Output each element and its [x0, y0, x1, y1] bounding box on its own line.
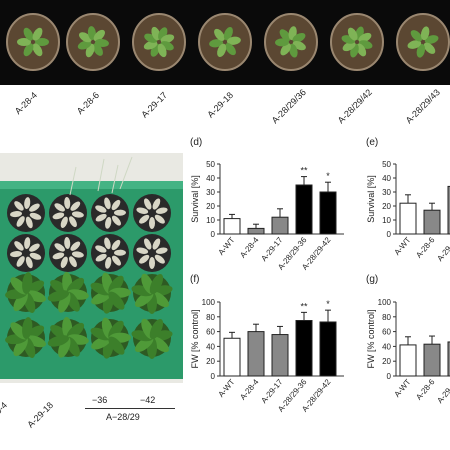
panel-letter-d: (d): [190, 137, 203, 148]
y-tick-label: 0: [211, 372, 216, 381]
y-tick-label: 20: [206, 202, 215, 211]
y-tick-label: 30: [382, 188, 391, 197]
plant-pot-1: [4, 6, 62, 74]
bar: [271, 334, 289, 377]
y-axis-label: Survival [%]: [190, 175, 200, 223]
y-tick-label: 20: [382, 357, 391, 366]
x-tick-label: A-29-17: [435, 235, 450, 263]
significance-label: **: [300, 166, 308, 176]
y-tick-label: 10: [382, 216, 391, 225]
x-tick-label: A-28-4: [238, 377, 261, 402]
plant-pot-7: [394, 6, 450, 74]
significance-label: **: [300, 301, 308, 311]
x-tick-label: A-WT: [393, 235, 413, 257]
bar: [399, 344, 417, 377]
strip-label-7: A-28/29/43: [403, 87, 442, 126]
bar: [295, 184, 313, 235]
strip-label-2: A-28-6: [74, 90, 102, 117]
y-tick-label: 40: [382, 342, 391, 351]
significance-label: *: [326, 299, 330, 309]
y-tick-label: 0: [387, 372, 392, 381]
x-tick-label: A-28-6: [414, 377, 437, 402]
plant-pot-4: [196, 6, 254, 74]
y-tick-label: 10: [206, 216, 215, 225]
photo-label-36: −36: [92, 395, 108, 405]
y-axis-label: Survival [%]: [366, 175, 376, 223]
y-axis-label: FW [% control]: [190, 309, 200, 368]
x-tick-label: A-29-17: [435, 377, 450, 405]
bar: [319, 191, 337, 235]
y-tick-label: 50: [382, 160, 391, 169]
y-tick-label: 100: [202, 298, 216, 307]
photo-label-left: 28-4: [0, 400, 10, 420]
bar: [223, 218, 241, 235]
panel-letter-f: (f): [190, 274, 200, 285]
y-tick-label: 0: [387, 230, 392, 239]
group-bracket: [85, 408, 175, 409]
photo-label-middle: A-29-18: [25, 400, 56, 430]
pot-photo-strip: [0, 0, 450, 85]
x-tick-label: A-WT: [217, 377, 237, 399]
y-axis-label: FW [% control]: [366, 309, 376, 368]
bar: [447, 341, 450, 377]
y-tick-label: 40: [206, 342, 215, 351]
y-tick-label: 40: [206, 174, 215, 183]
y-tick-label: 0: [211, 230, 216, 239]
strip-label-4: A-29-18: [205, 90, 236, 120]
plant-pot-2: [64, 6, 122, 74]
y-tick-label: 40: [382, 174, 391, 183]
strip-label-1: A-28-4: [12, 90, 40, 117]
bar: [271, 216, 289, 235]
y-tick-label: 100: [378, 298, 392, 307]
x-tick-label: A-28-4: [238, 235, 261, 260]
bar: [399, 202, 417, 235]
strip-label-5: A-28/29/36: [269, 87, 308, 126]
x-tick-label: A-WT: [393, 377, 413, 399]
chart-survival-e: 0 10 20 30 40 50 Survival [%] A-WT A-28-6A-29-17: [366, 160, 450, 263]
tray-photo: [0, 153, 183, 383]
plant-pot-3: [130, 6, 188, 74]
bar: [247, 227, 265, 235]
y-tick-label: 80: [206, 313, 215, 322]
panel-letter-e: (e): [366, 137, 379, 148]
photo-label-42: −42: [140, 395, 156, 405]
bar: [423, 343, 441, 377]
bar: [423, 209, 441, 235]
y-tick-label: 50: [206, 160, 215, 169]
strip-label-6: A-28/29/42: [335, 87, 374, 126]
y-tick-label: 30: [206, 188, 215, 197]
plant-pot-6: [328, 6, 386, 74]
bar: [223, 337, 241, 377]
y-tick-label: 80: [382, 313, 391, 322]
y-tick-label: 20: [382, 202, 391, 211]
y-tick-label: 20: [206, 357, 215, 366]
panel-letter-g: (g): [366, 274, 379, 285]
bar: [319, 321, 337, 377]
photo-label-group: A−28/29: [106, 412, 140, 422]
bar: [247, 331, 265, 377]
significance-label: *: [326, 171, 330, 181]
y-tick-label: 60: [382, 328, 391, 337]
bar: [295, 320, 313, 377]
strip-label-3: A-29-17: [139, 90, 170, 120]
y-tick-label: 60: [206, 328, 215, 337]
plant-pot-5: [262, 6, 320, 74]
bar: [447, 185, 450, 235]
x-tick-label: A-WT: [217, 235, 237, 257]
x-tick-label: A-28-6: [414, 235, 437, 260]
tray-photo-illustration: [0, 153, 183, 383]
